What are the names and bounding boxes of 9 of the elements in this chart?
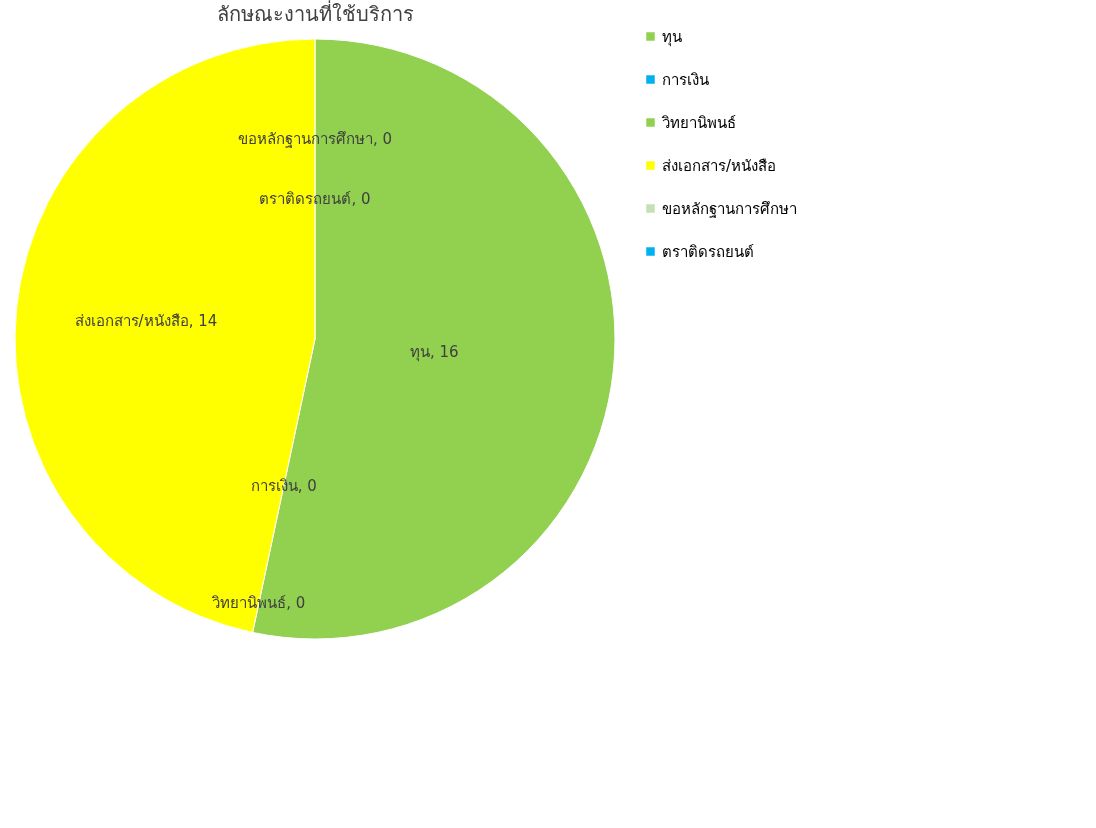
legend-label: การเงิน (662, 70, 709, 89)
legend-label: วิทยานิพนธ์ (661, 113, 736, 132)
legend-label: ทุน (662, 27, 682, 47)
data-label: ทุน, 16 (410, 342, 459, 362)
legend-label: ตราติดรถยนต์ (662, 242, 754, 261)
chart-title: ลักษณะงานที่ใช้บริการ (216, 0, 414, 26)
legend-label: ขอหลักฐานการศึกษา (662, 199, 797, 218)
data-label: ส่งเอกสาร/หนังสือ, 14 (74, 312, 218, 331)
legend-label: ส่งเอกสาร/หนังสือ (662, 156, 777, 175)
